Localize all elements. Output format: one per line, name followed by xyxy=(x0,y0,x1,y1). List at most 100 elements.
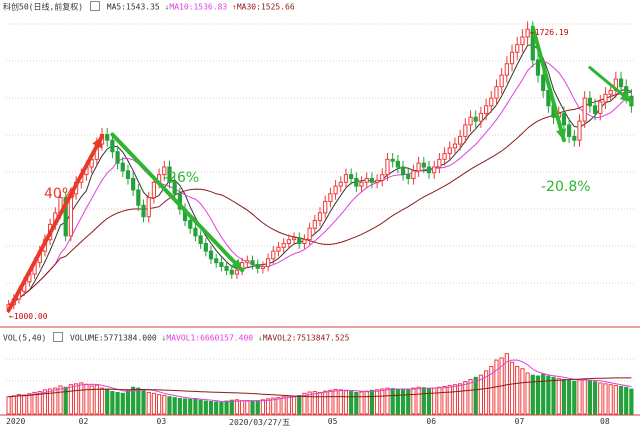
volume-bar xyxy=(473,376,478,415)
volume-bar xyxy=(99,387,105,415)
volume-bar xyxy=(567,379,572,415)
volume-bar xyxy=(110,391,115,415)
volume-bar xyxy=(120,392,125,415)
grid-lines xyxy=(0,23,640,416)
candle-body xyxy=(577,120,582,141)
volume-bar xyxy=(530,374,535,415)
low-price-value: 1000.00 xyxy=(13,312,48,321)
ma10-value: 1536.83 xyxy=(193,2,228,12)
candle-body xyxy=(328,193,333,202)
volume-ma-lines xyxy=(8,359,632,403)
volume-bar xyxy=(478,374,484,415)
ma30-line xyxy=(8,91,632,306)
candle-body xyxy=(618,78,624,88)
candle-body xyxy=(125,170,131,179)
volume-bar xyxy=(551,376,556,415)
volume-bar xyxy=(618,385,624,415)
candle-body xyxy=(489,97,494,107)
up-arrow-icon: ↑ xyxy=(232,2,237,12)
candle-body xyxy=(369,177,375,183)
volume-bar xyxy=(603,383,608,415)
candle-body xyxy=(561,112,567,126)
candle-body xyxy=(349,174,354,179)
candle-body xyxy=(297,237,302,244)
candle-body xyxy=(63,197,68,237)
volume-bar xyxy=(613,385,618,415)
volume-bar xyxy=(265,398,271,415)
candle-body xyxy=(354,177,359,187)
volume-bar xyxy=(182,398,188,415)
moving-average-lines xyxy=(8,44,632,306)
volume-bar xyxy=(6,396,11,415)
candle-body xyxy=(307,227,312,241)
volume-bar xyxy=(177,397,182,415)
candle-body xyxy=(587,97,592,107)
ma10-line xyxy=(8,60,632,306)
date-tick: 03 xyxy=(156,417,167,426)
candle-body xyxy=(509,51,515,65)
volume-bar xyxy=(125,389,131,415)
annotation-down-26: -26% xyxy=(163,170,200,186)
volume-bar xyxy=(561,379,567,415)
volume-bar xyxy=(16,394,22,415)
volume-bar xyxy=(32,391,37,415)
volume-bar xyxy=(338,389,343,415)
candle-body xyxy=(520,36,525,46)
candle-body xyxy=(214,258,219,264)
volume-bar xyxy=(37,391,42,415)
candle-body xyxy=(208,250,214,260)
volume-bar xyxy=(151,392,157,415)
volume-bar xyxy=(115,391,120,415)
candle-body xyxy=(390,158,395,162)
candle-body xyxy=(525,28,530,38)
volume-bar xyxy=(629,388,634,415)
volume-bar xyxy=(541,373,546,415)
candle-body xyxy=(504,63,509,76)
volume-bar xyxy=(188,398,193,415)
candle-body xyxy=(582,97,587,122)
volume-bar xyxy=(333,388,338,415)
mavol1-label: MAVOL1: xyxy=(166,333,201,343)
volume-bar xyxy=(406,388,411,415)
candle-body xyxy=(115,151,120,164)
volume-bar xyxy=(229,399,234,415)
volume-bar xyxy=(276,397,281,415)
volume-bar xyxy=(22,394,27,415)
candle-body xyxy=(406,174,411,179)
ma5-label: MA5: xyxy=(106,2,127,12)
candle-body xyxy=(286,239,291,245)
candle-body xyxy=(380,174,385,181)
volume-bar xyxy=(68,384,73,415)
volume-bar xyxy=(312,391,317,415)
candle-body xyxy=(452,143,458,149)
candle-body xyxy=(131,177,136,191)
volume-bar xyxy=(48,388,53,415)
mavol1-value: 6660157.400 xyxy=(200,333,254,343)
trend-arrows xyxy=(6,25,633,313)
vol-down-arrow-icon: ↓ xyxy=(161,333,167,343)
candle-body xyxy=(167,166,172,183)
ma10-label: MA10: xyxy=(169,2,194,12)
volume-label: VOLUME: xyxy=(70,333,104,343)
candle-body xyxy=(535,59,541,76)
volume-bar xyxy=(572,380,577,415)
volume-bar xyxy=(592,381,598,415)
settings-box-icon[interactable] xyxy=(89,1,100,11)
vol-settings-box-icon[interactable] xyxy=(53,332,64,342)
volume-bar xyxy=(141,390,146,415)
candle-body xyxy=(592,105,598,114)
volume-bar xyxy=(504,353,509,415)
candle-body xyxy=(136,189,141,206)
ma5-value: 1543.35 xyxy=(126,2,160,12)
volume-bar xyxy=(582,378,587,415)
candle-body xyxy=(291,237,297,241)
volume-bar xyxy=(136,387,141,415)
volume-bar xyxy=(63,386,68,415)
volume-bar xyxy=(94,384,99,415)
volume-bar xyxy=(260,399,266,415)
mode-label: (日线,前复权) xyxy=(28,2,84,12)
candle-body xyxy=(603,93,608,103)
volume-bar xyxy=(452,384,458,415)
candle-body xyxy=(541,74,546,91)
volume-bar xyxy=(458,383,463,415)
